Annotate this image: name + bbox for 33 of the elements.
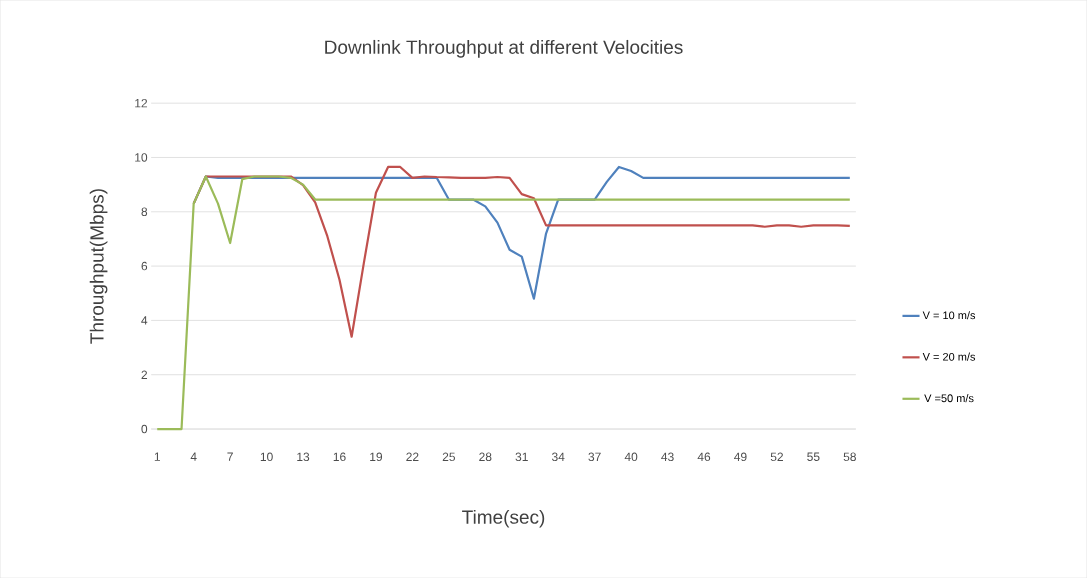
x-tick-label: 22 xyxy=(406,452,419,461)
x-tick-label: 46 xyxy=(697,452,711,461)
x-tick-label: 4 xyxy=(190,452,197,461)
x-tick-label: 19 xyxy=(370,452,383,461)
legend-label: V = 20 m/s xyxy=(922,352,976,361)
x-tick-label: 10 xyxy=(260,452,273,461)
x-tick-label: 34 xyxy=(551,452,565,461)
x-tick-label: 52 xyxy=(770,452,783,461)
x-tick-label: 13 xyxy=(297,452,310,461)
legend-label: V = 10 m/s xyxy=(922,311,976,320)
chart-title: Downlink Throughput at different Velocities xyxy=(325,39,683,58)
x-axis-title: Time(sec) xyxy=(462,509,545,528)
x-tick-label: 58 xyxy=(843,452,856,461)
y-tick-label: 6 xyxy=(141,261,148,271)
x-tick-label: 31 xyxy=(515,452,528,461)
y-tick-label: 12 xyxy=(135,98,148,108)
x-tick-label: 49 xyxy=(734,452,747,461)
x-tick-label: 55 xyxy=(807,452,820,461)
x-tick-label: 43 xyxy=(661,452,674,461)
x-tick-label: 28 xyxy=(479,452,492,461)
x-tick-label: 1 xyxy=(154,452,160,461)
y-tick-label: 10 xyxy=(135,153,148,162)
x-tick-label: 16 xyxy=(333,452,346,461)
y-tick-label: 4 xyxy=(141,316,148,325)
x-tick-label: 7 xyxy=(227,452,233,461)
y-axis-title: Throughput(Mbps) xyxy=(89,189,108,344)
y-tick-label: 0 xyxy=(141,424,148,434)
x-tick-label: 25 xyxy=(442,452,455,461)
y-tick-label: 8 xyxy=(141,207,148,216)
x-tick-label: 37 xyxy=(588,452,601,461)
x-tick-label: 40 xyxy=(624,452,638,461)
y-tick-label: 2 xyxy=(141,370,148,379)
legend-label: V =50 m/s xyxy=(924,393,974,403)
